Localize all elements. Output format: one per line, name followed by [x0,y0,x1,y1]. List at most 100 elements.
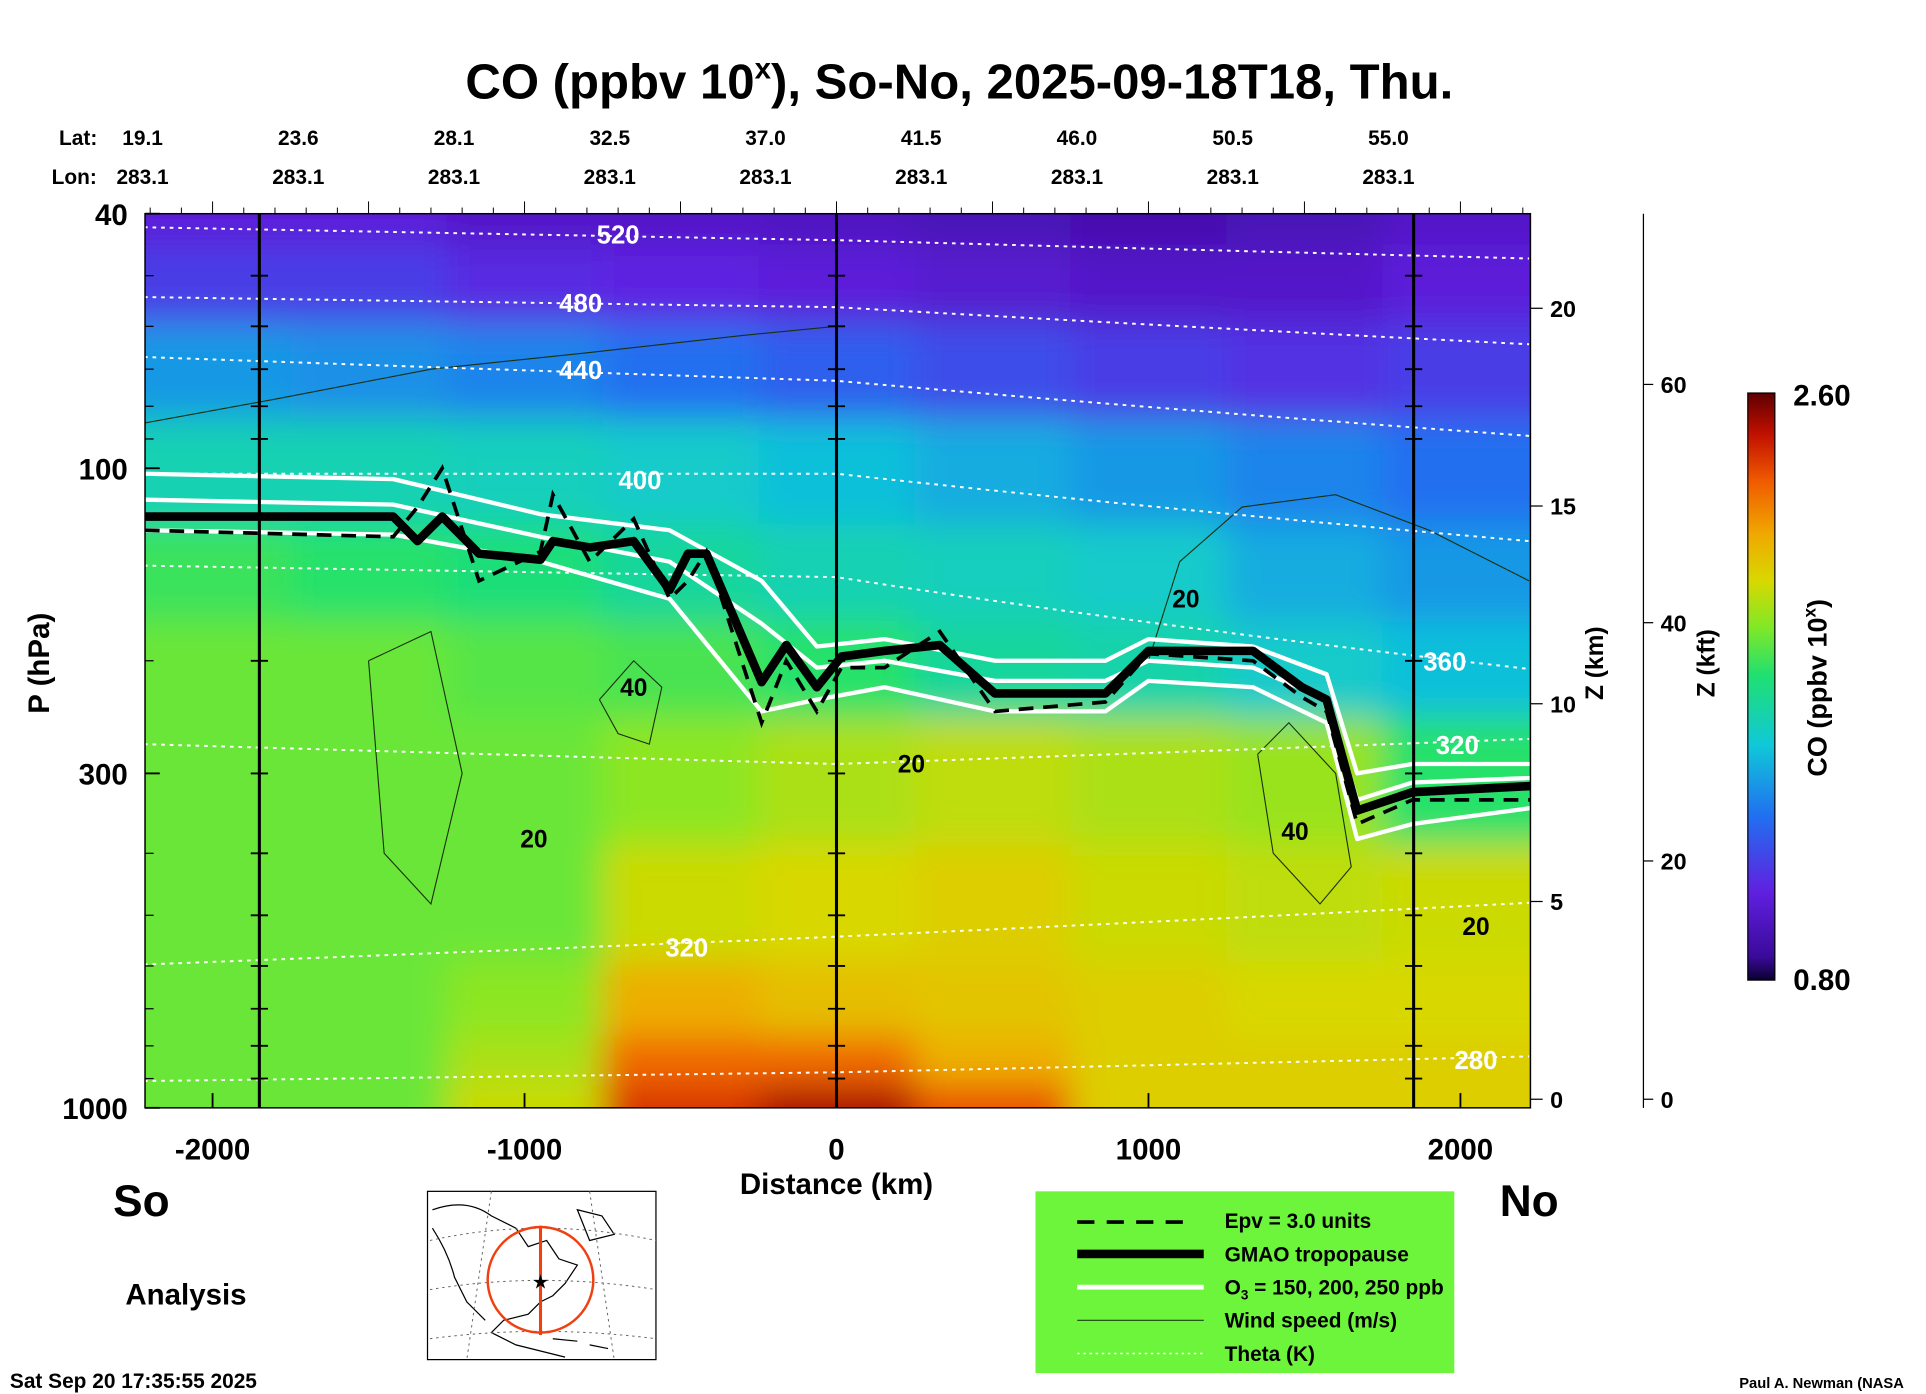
heatmap-cell [446,844,604,964]
heatmap-cell [914,844,1072,964]
heatmap-cell [446,244,604,324]
epv-line [145,463,1531,827]
longitude-value: 283.1 [739,166,792,189]
heatmap-cell [1226,524,1384,623]
heatmap-cell [1070,322,1228,420]
longitude-value: 283.1 [116,166,169,189]
theta-contour [145,296,1530,346]
heatmap-cell [1382,213,1531,246]
heatmap-cell [1382,418,1531,526]
heatmap-cell [602,322,760,420]
inset-center-star-icon: ★ [532,1271,550,1293]
heatmap-cell [290,962,448,1037]
theta-contour-label: 320 [1436,732,1479,760]
heatmap-cell [290,418,448,526]
heatmap-cell [914,1035,1072,1087]
legend-o3-label: O3 = 150, 200, 250 ppb [1225,1277,1444,1303]
longitude-value: 283.1 [1051,166,1104,189]
heatmap-cell [290,322,448,420]
heatmap-cell [446,962,604,1037]
heatmap-cell [1382,1085,1531,1108]
latitude-value: 19.1 [122,127,163,150]
z-kft-axis-title: Z (kft) [1694,629,1721,697]
heatmap-cell [290,717,448,846]
z-km-tick-label: 5 [1550,889,1563,915]
wind-speed-contour [145,325,837,424]
heatmap-cell [602,717,760,846]
heatmap-cell [914,418,1072,526]
heatmap-cell [914,213,1072,246]
theta-contour [145,901,1530,966]
y-tick-label: 300 [79,758,128,791]
x-tick-label: 2000 [1428,1133,1494,1166]
heatmap-cell [145,620,292,719]
heatmap-cell [602,844,760,964]
longitude-value: 283.1 [272,166,325,189]
heatmap-cell [145,244,292,324]
theta-contour-label: 520 [597,222,640,250]
heatmap-cell [602,962,760,1037]
x-axis-title: Distance (km) [740,1168,933,1201]
colorbar-min-label: 0.80 [1793,964,1850,997]
wind-speed-contour [1257,721,1352,905]
wind-speed-label: 40 [1281,819,1308,846]
heatmap-cell [145,844,292,964]
tropopause-line [145,512,1531,815]
heatmap-cell [145,962,292,1037]
wind-speed-label: 20 [1172,586,1199,613]
latitude-value: 32.5 [589,127,630,150]
heatmap-cell [914,962,1072,1037]
co-heatmap [145,213,1531,1108]
heatmap-cell [1226,244,1384,324]
heatmap-cell [145,1085,292,1108]
latitude-value: 55.0 [1368,127,1409,150]
z-km-tick-label: 10 [1550,691,1576,717]
heatmap-cell [602,213,760,246]
colorbar-gradient [1747,392,1776,981]
longitude-value: 283.1 [1362,166,1415,189]
heatmap-cell [1382,620,1531,719]
heatmap-cell [1226,962,1384,1037]
heatmap-cell [602,1085,760,1108]
heatmap-cell [914,244,1072,324]
z-km-tick-label: 20 [1550,296,1576,322]
latitude-value: 50.5 [1212,127,1253,150]
heatmap-cell [446,213,604,246]
wind-speed-label: 20 [1462,914,1489,941]
x-tick-label: -2000 [175,1133,250,1166]
wind-speed-label: 40 [620,675,647,702]
heatmap-cell [1070,524,1228,623]
credit: Paul A. Newman (NASA [1739,1376,1904,1392]
heatmap-cell [1382,844,1531,964]
heatmap-cell [1382,1035,1531,1087]
heatmap-cell [145,717,292,846]
z-km-tick-label: 0 [1550,1087,1563,1113]
legend-wind-label: Wind speed (m/s) [1225,1310,1398,1333]
wind-speed-contour [598,659,663,745]
wind-speed-contour [368,630,463,906]
heatmap-cell [1382,962,1531,1037]
z-kft-tick-label: 0 [1661,1087,1674,1113]
heatmap-cell [602,620,760,719]
colorbar: 2.60 0.80 CO (ppbv 10x) [1747,379,1851,997]
z-kft-tick-label: 40 [1661,610,1687,636]
theta-contour [145,1055,1530,1082]
heatmap-cell [446,1035,604,1087]
wind-speed-label: 20 [898,752,925,779]
heatmap-cell [1070,962,1228,1037]
heatmap-cell [290,1085,448,1108]
chart-title: CO (ppbv 10x), So-No, 2025-09-18T18, Thu… [465,53,1453,110]
analysis-label: Analysis [125,1278,246,1311]
y-tick-label: 1000 [62,1093,128,1126]
heatmap-cell [290,244,448,324]
heatmap-cell [914,322,1072,420]
theta-contour-label: 280 [1455,1047,1498,1075]
y-tick-label: 100 [79,453,128,486]
heatmap-cell [1226,322,1384,420]
latitude-value: 28.1 [434,127,475,150]
o3-150-line [145,471,1531,776]
heatmap-cell [446,620,604,719]
z-km-tick-label: 15 [1550,494,1576,520]
heatmap-cell [1070,213,1228,246]
